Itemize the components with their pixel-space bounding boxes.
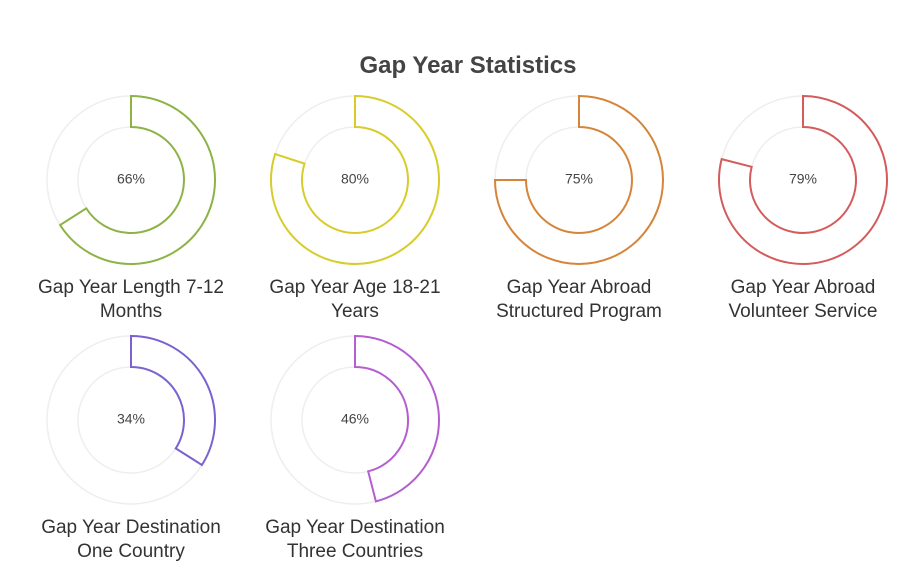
donut-segment — [130, 334, 216, 467]
donut-segment — [58, 94, 216, 265]
chart-title: Gap Year Statistics — [359, 52, 577, 79]
value-label: 46% — [341, 411, 369, 427]
donut-segment — [270, 94, 440, 265]
value-label: 75% — [565, 171, 593, 187]
donut-segment — [354, 334, 440, 503]
value-label: 34% — [117, 411, 145, 427]
category-label: Gap Year Age 18-21 Years — [269, 277, 441, 322]
donut-segment — [718, 94, 888, 265]
value-label: 66% — [117, 171, 145, 187]
category-label: Gap Year Destination One Country — [41, 517, 221, 562]
category-label: Gap Year Abroad Volunteer Service — [728, 277, 878, 322]
category-label: Gap Year Destination Three Countries — [265, 517, 445, 562]
category-label: Gap Year Length 7-12 Months — [38, 277, 224, 322]
value-label: 79% — [789, 171, 817, 187]
value-label: 80% — [341, 171, 369, 187]
donut-segment — [493, 94, 664, 265]
category-label: Gap Year Abroad Structured Program — [496, 277, 662, 322]
